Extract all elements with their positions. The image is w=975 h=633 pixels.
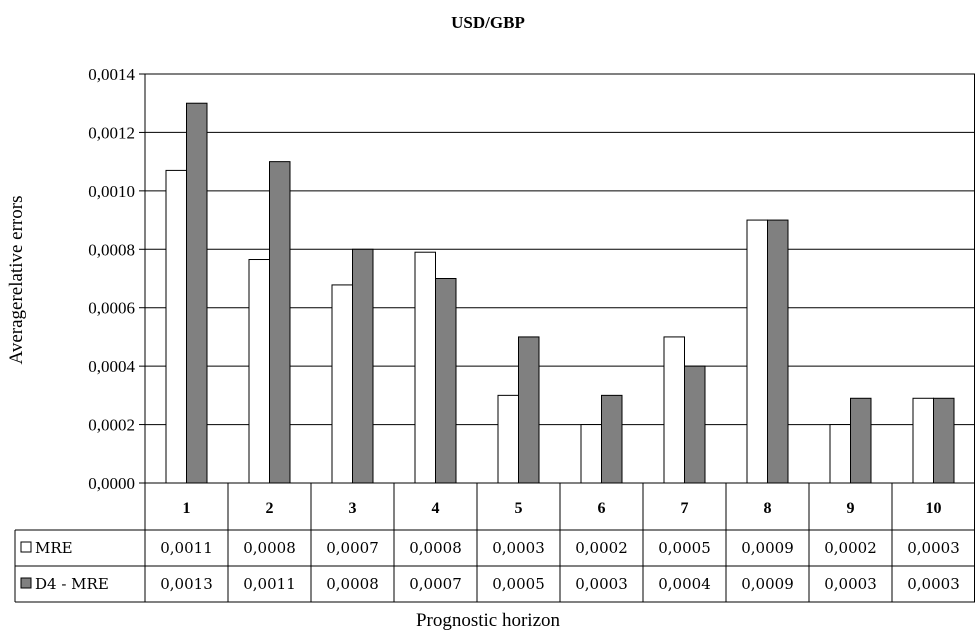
data-label: 0,0005 <box>658 539 711 557</box>
y-axis-title: Averagerelative errors <box>6 196 27 365</box>
data-label: 0,0003 <box>575 575 628 593</box>
category-label: 1 <box>183 500 191 517</box>
bar-mre <box>912 397 934 484</box>
bar-d4-mre <box>352 248 374 484</box>
category-label: 8 <box>764 500 772 517</box>
data-label: 0,0002 <box>575 539 628 557</box>
bar-d4-mre <box>601 394 623 484</box>
legend-key-mre <box>20 541 32 553</box>
category-label: 3 <box>349 500 357 517</box>
bar-mre <box>414 251 436 484</box>
y-tick-label: 0,0006 <box>88 299 135 318</box>
data-label: 0,0013 <box>160 575 213 593</box>
data-label: 0,0005 <box>492 575 545 593</box>
y-tick-label: 0,0010 <box>88 182 135 201</box>
data-label: 0,0007 <box>326 539 379 557</box>
data-label: 0,0011 <box>243 575 296 593</box>
data-label: 0,0004 <box>658 575 711 593</box>
data-label: 0,0003 <box>907 539 960 557</box>
bar-mre <box>331 284 353 484</box>
category-label: 9 <box>847 500 855 517</box>
bar-mre <box>580 424 602 484</box>
data-label: 0,0003 <box>492 539 545 557</box>
bar-d4-mre <box>518 336 540 484</box>
bar-d4-mre <box>850 397 872 484</box>
data-label: 0,0008 <box>326 575 379 593</box>
bar-mre <box>248 259 270 484</box>
data-table: 1 2 3 4 5 6 7 8 9 10 MRE 0,0011 0,0008 0,0007 0,0008 0,… <box>14 482 975 603</box>
category-label: 10 <box>926 500 942 517</box>
category-label: 5 <box>515 500 523 517</box>
x-axis-title: Prognostic horizon <box>416 610 561 631</box>
y-tick-label: 0,0004 <box>88 357 135 376</box>
data-label: 0,0003 <box>824 575 877 593</box>
bar-d4-mre <box>186 102 208 484</box>
y-tick-label: 0,0008 <box>88 240 135 259</box>
bar-d4-mre <box>684 365 706 484</box>
chart-title: USD/GBP <box>451 13 525 32</box>
data-label: 0,0009 <box>741 575 794 593</box>
data-label: 0,0007 <box>409 575 462 593</box>
data-label: 0,0011 <box>160 539 213 557</box>
y-tick-label: 0,0014 <box>88 65 135 84</box>
legend-label: D4 - MRE <box>35 575 109 593</box>
data-label: 0,0002 <box>824 539 877 557</box>
data-label: 0,0008 <box>243 539 296 557</box>
bar-mre <box>829 424 851 484</box>
legend-label: MRE <box>35 539 73 557</box>
data-label: 0,0008 <box>409 539 462 557</box>
data-label: 0,0009 <box>741 539 794 557</box>
bar-mre <box>165 169 187 484</box>
data-label: 0,0003 <box>907 575 960 593</box>
bar-mre <box>497 394 519 484</box>
bar-mre <box>663 336 685 484</box>
bar-d4-mre <box>767 219 789 484</box>
bar-d4-mre <box>269 161 291 484</box>
bar-d4-mre <box>933 397 955 484</box>
bar-d4-mre <box>435 278 457 484</box>
legend-key-d4-mre <box>20 577 32 589</box>
category-label: 6 <box>598 500 606 517</box>
category-label: 2 <box>266 500 274 517</box>
y-tick-label: 0,0000 <box>88 474 135 493</box>
bars <box>165 102 955 484</box>
y-tick-label: 0,0002 <box>88 416 135 435</box>
bar-mre <box>746 219 768 484</box>
category-label: 7 <box>681 500 689 517</box>
category-label: 4 <box>432 500 440 517</box>
y-tick-label: 0,0012 <box>88 123 135 142</box>
